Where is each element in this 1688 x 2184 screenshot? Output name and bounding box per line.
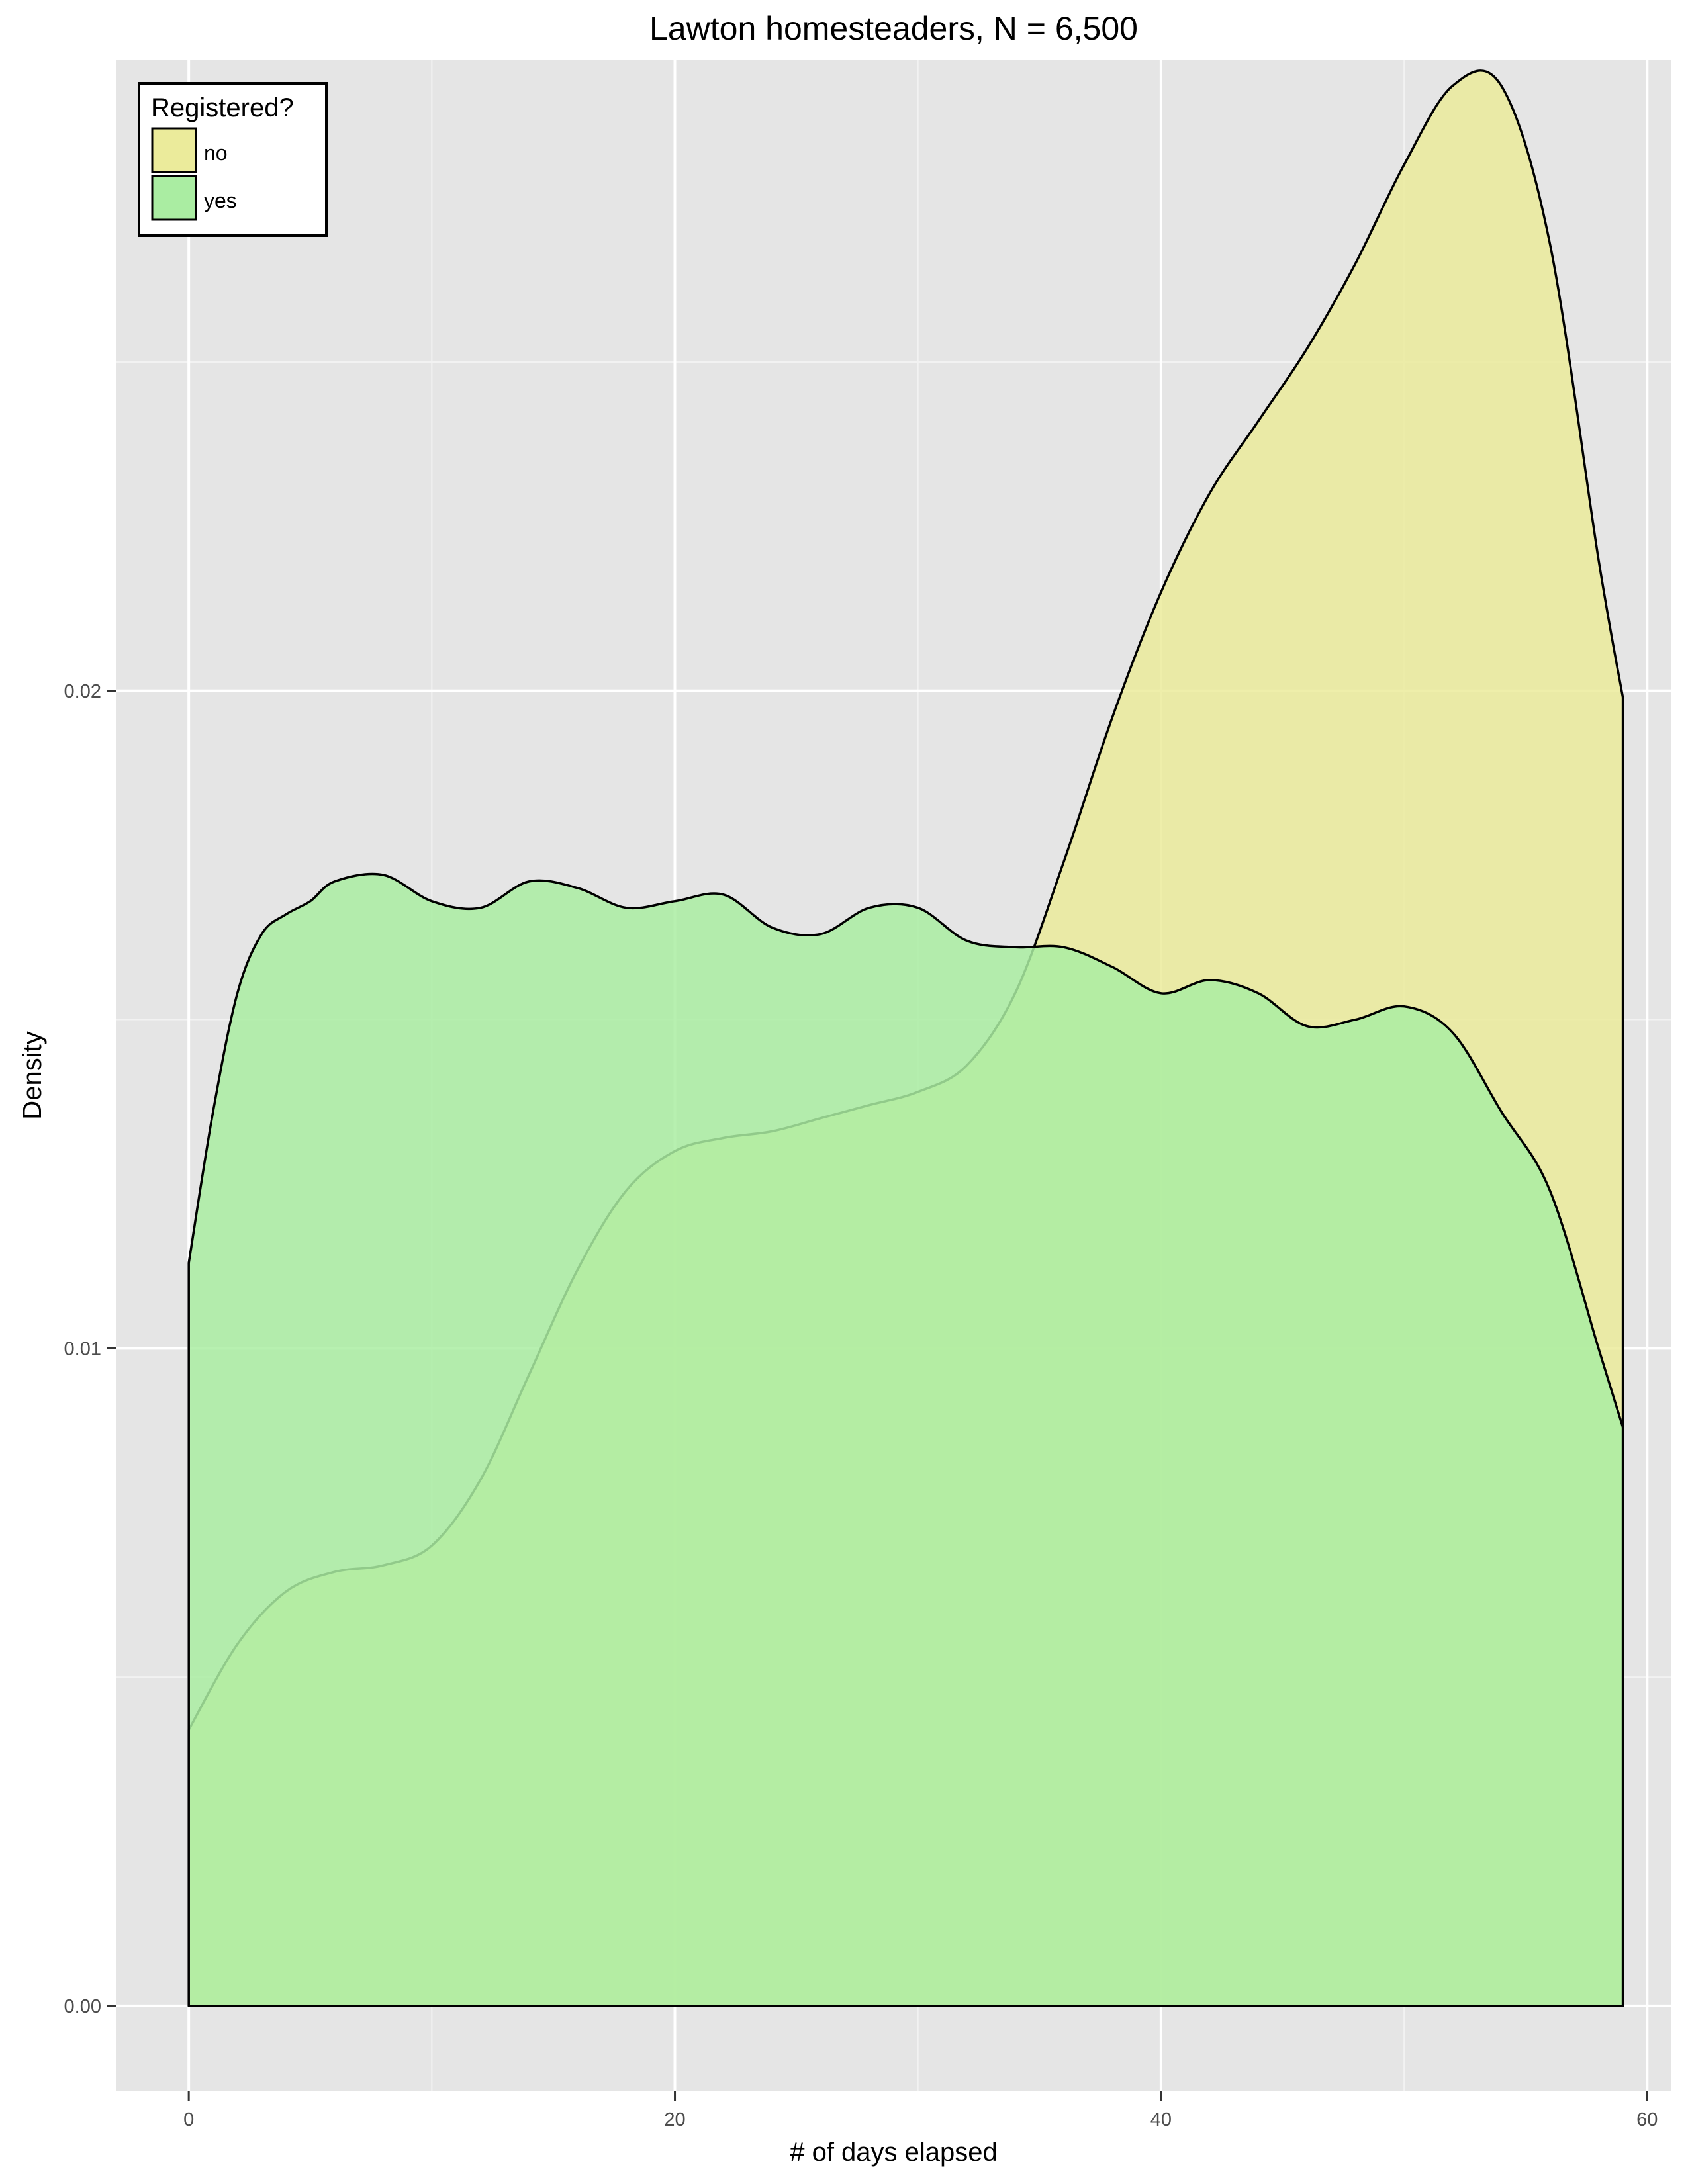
- density-area-yes: [187, 872, 1624, 2007]
- y-axis: 0.00 0.01 0.02: [64, 681, 116, 2017]
- y-tick-label: 0.02: [64, 681, 101, 702]
- legend-title: Registered?: [151, 93, 294, 122]
- x-tick-label: 40: [1150, 2109, 1172, 2130]
- x-tick-label: 20: [664, 2109, 685, 2130]
- x-axis-label: # of days elapsed: [790, 2138, 998, 2167]
- x-axis: 0 20 40 60: [183, 2091, 1658, 2130]
- density-areas: [187, 69, 1624, 2007]
- legend-label-no: no: [204, 141, 228, 165]
- y-tick-label: 0.01: [64, 1338, 101, 1359]
- legend-swatch-no: [151, 127, 197, 173]
- y-axis-label: Density: [18, 1031, 47, 1119]
- x-tick-label: 0: [183, 2109, 194, 2130]
- legend: Registered? no yes: [138, 82, 328, 237]
- y-tick-label: 0.00: [64, 1996, 101, 2017]
- chart-title: Lawton homesteaders, N = 6,500: [649, 10, 1138, 47]
- legend-label-yes: yes: [204, 189, 237, 212]
- x-tick-label: 60: [1636, 2109, 1658, 2130]
- legend-swatch-yes: [151, 175, 197, 221]
